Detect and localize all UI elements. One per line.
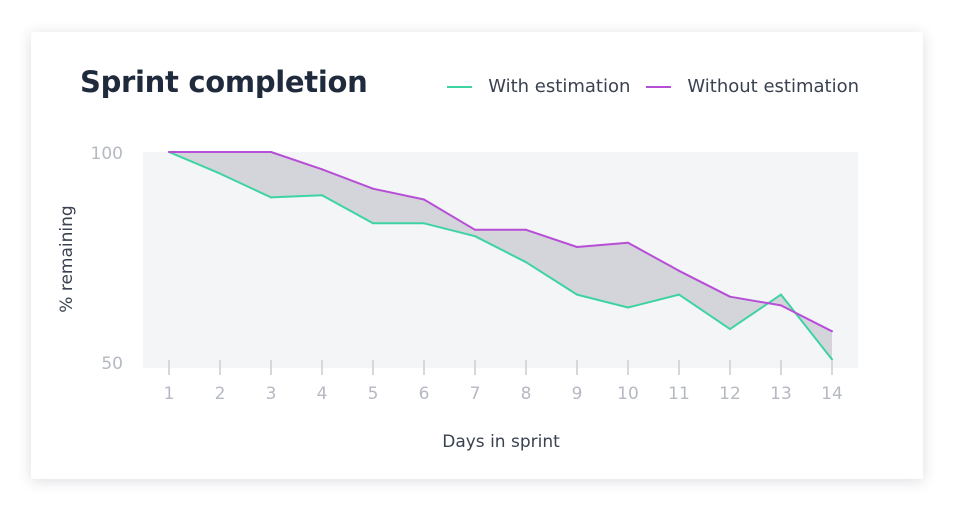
data-point-without-estimation bbox=[474, 228, 476, 231]
chart-legend: With estimation Without estimation bbox=[447, 76, 859, 97]
series-line-with-estimation bbox=[168, 151, 833, 361]
x-axis-title: Days in sprint bbox=[442, 432, 560, 452]
x-tick-label: 4 bbox=[317, 384, 328, 404]
data-point-with-estimation bbox=[627, 306, 629, 309]
series-line-without-estimation bbox=[169, 151, 833, 333]
data-point-without-estimation bbox=[321, 168, 323, 171]
data-point-without-estimation bbox=[831, 330, 833, 333]
x-tick-label: 11 bbox=[668, 384, 690, 404]
legend-item-with-estimation[interactable]: With estimation bbox=[447, 76, 630, 97]
data-point-with-estimation bbox=[474, 235, 476, 238]
data-point-without-estimation bbox=[372, 187, 374, 190]
x-tick-label: 2 bbox=[215, 384, 226, 404]
x-tick-label: 13 bbox=[770, 384, 792, 404]
y-axis-title: % remaining bbox=[57, 205, 77, 312]
data-point-without-estimation bbox=[168, 151, 170, 153]
x-tick-label: 14 bbox=[821, 384, 843, 404]
legend-label-with-estimation: With estimation bbox=[488, 76, 631, 97]
x-tick-label: 1 bbox=[164, 384, 175, 404]
y-tick-label: 50 bbox=[101, 354, 123, 374]
x-tick-label: 8 bbox=[521, 384, 532, 404]
x-tick-label: 12 bbox=[719, 384, 741, 404]
x-tick-label: 3 bbox=[266, 384, 277, 404]
data-point-with-estimation bbox=[372, 222, 374, 225]
data-point-without-estimation bbox=[270, 151, 272, 153]
legend-item-without-estimation[interactable]: Without estimation bbox=[646, 76, 859, 97]
data-point-without-estimation bbox=[576, 246, 578, 249]
x-tick-label: 6 bbox=[419, 384, 430, 404]
x-tick-label: 9 bbox=[572, 384, 583, 404]
data-point-with-estimation bbox=[423, 222, 425, 225]
data-point-without-estimation bbox=[678, 269, 680, 272]
data-point-with-estimation bbox=[321, 194, 323, 197]
data-point-with-estimation bbox=[780, 293, 782, 296]
data-point-with-estimation bbox=[831, 358, 833, 361]
data-point-with-estimation bbox=[678, 293, 680, 296]
data-point-with-estimation bbox=[525, 261, 527, 264]
x-tick-label: 5 bbox=[368, 384, 379, 404]
data-point-with-estimation bbox=[270, 196, 272, 199]
data-point-without-estimation bbox=[627, 241, 629, 244]
x-tick-label: 10 bbox=[617, 384, 639, 404]
y-tick-label: 100 bbox=[91, 144, 123, 164]
x-tick-label: 7 bbox=[470, 384, 481, 404]
data-point-with-estimation bbox=[729, 328, 731, 331]
legend-label-without-estimation: Without estimation bbox=[687, 76, 859, 97]
data-point-without-estimation bbox=[219, 151, 221, 153]
chart-title: Sprint completion bbox=[80, 65, 368, 99]
data-point-with-estimation bbox=[576, 293, 578, 296]
data-point-without-estimation bbox=[525, 228, 527, 231]
data-point-without-estimation bbox=[780, 304, 782, 307]
data-point-without-estimation bbox=[729, 295, 731, 298]
legend-swatch-with-estimation bbox=[447, 85, 473, 88]
data-point-with-estimation bbox=[219, 172, 221, 175]
legend-swatch-without-estimation bbox=[646, 85, 672, 88]
area-between-series bbox=[169, 152, 832, 360]
data-point-without-estimation bbox=[423, 198, 425, 201]
